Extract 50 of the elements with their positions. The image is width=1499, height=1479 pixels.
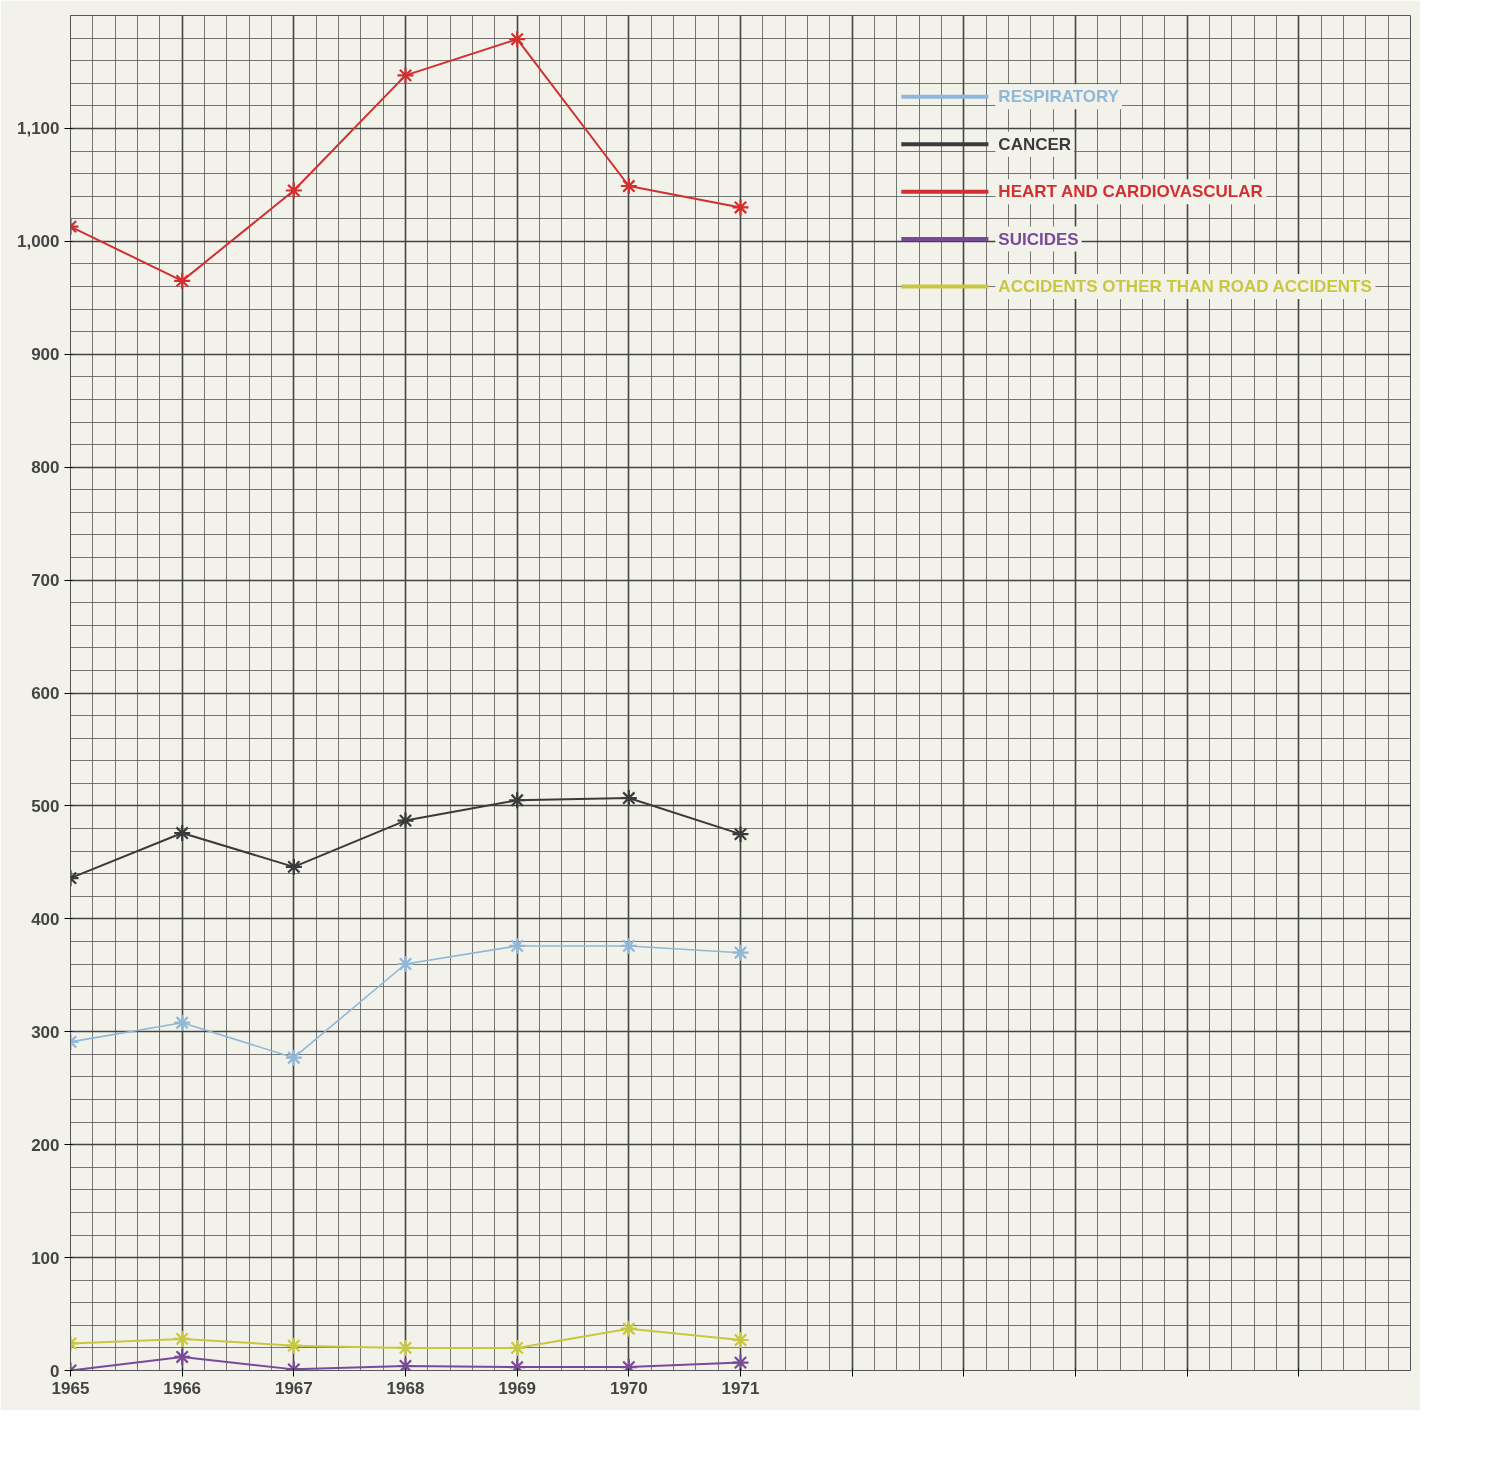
text: SUICIDES (998, 229, 1079, 249)
x-tick-label: 1971 (721, 1378, 760, 1398)
y-tick-label: 300 (31, 1022, 60, 1042)
point (619, 176, 638, 196)
point (396, 66, 415, 85)
text: CANCER (998, 134, 1072, 154)
x-tick-label: 1965 (51, 1378, 90, 1398)
point (173, 1013, 192, 1032)
point (731, 1353, 750, 1371)
y-tick-label: 0 (50, 1361, 60, 1381)
point (284, 1048, 303, 1067)
point (173, 823, 192, 843)
y-tick-label: 1,100 (16, 119, 60, 139)
y-tick-label: 700 (31, 571, 60, 591)
point (731, 198, 750, 217)
x-tick-label: 1967 (274, 1378, 313, 1398)
text: ACCIDENTS OTHER THAN ROAD ACCIDENTS (998, 277, 1372, 296)
x-tick-label: 1970 (609, 1378, 648, 1398)
x-tick-label: 1969 (498, 1378, 537, 1398)
point (396, 1338, 415, 1358)
point (173, 1329, 192, 1348)
y-tick-label: 900 (31, 345, 60, 365)
point (619, 936, 638, 956)
point (508, 936, 527, 956)
y-tick-label: 1,000 (16, 232, 60, 252)
point (508, 30, 527, 49)
point (284, 1336, 303, 1355)
text: RESPIRATORY (998, 87, 1120, 107)
x-tick-label: 1968 (386, 1378, 425, 1398)
point (619, 1319, 638, 1338)
y-tick-label: 100 (31, 1248, 60, 1268)
point (173, 271, 192, 290)
point (284, 181, 303, 200)
y-tick-label: 500 (31, 796, 60, 816)
point (508, 791, 527, 810)
point (619, 788, 638, 808)
text: HEART AND CARDIOVASCULAR (998, 182, 1263, 202)
point (284, 857, 303, 876)
x-tick-label: 1966 (163, 1378, 202, 1398)
y-tick-label: 600 (31, 684, 60, 703)
point (396, 811, 415, 830)
point (731, 1330, 750, 1350)
point (173, 1347, 192, 1367)
y-tick-label: 800 (31, 458, 60, 478)
y-tick-label: 200 (31, 1135, 60, 1155)
point (396, 954, 415, 974)
point (731, 825, 750, 844)
point (508, 1338, 527, 1358)
point (731, 943, 750, 962)
y-tick-label: 400 (31, 909, 60, 929)
